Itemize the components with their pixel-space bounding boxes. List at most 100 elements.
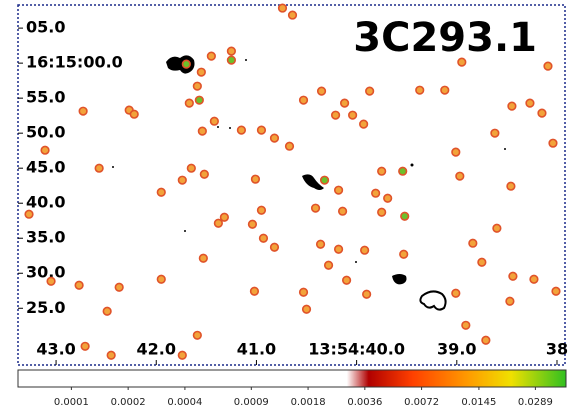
- source-marker: [206, 51, 216, 61]
- y-tick-label: 16:15:00.0: [26, 53, 123, 72]
- source-marker: [508, 271, 518, 281]
- source-marker: [74, 280, 84, 290]
- source-marker: [209, 116, 219, 126]
- x-tick-label: 13:54:40.0: [308, 340, 405, 359]
- colorbar-tick-label: 0.0036: [347, 397, 382, 408]
- source-marker: [24, 209, 34, 219]
- source-marker: [40, 145, 50, 155]
- source-marker: [507, 101, 517, 111]
- y-tick-label: 55.0: [26, 88, 65, 107]
- source-marker: [236, 125, 247, 135]
- source-marker: [342, 275, 352, 285]
- source-marker: [197, 126, 207, 136]
- source-marker: [156, 274, 166, 284]
- source-marker: [537, 108, 547, 118]
- source-marker: [129, 109, 139, 119]
- y-tick-label: 50.0: [26, 123, 65, 142]
- source-marker: [415, 85, 425, 95]
- source-marker: [184, 98, 194, 108]
- source-marker: [269, 133, 280, 143]
- source-marker: [330, 110, 341, 120]
- source-marker: [362, 289, 372, 299]
- source-marker: [256, 125, 267, 135]
- source-marker: [505, 296, 515, 306]
- colorbar-tick-label: 0.0004: [167, 397, 202, 408]
- source-marker: [468, 238, 478, 248]
- colorbar-tick-label: 0.0289: [518, 397, 553, 408]
- source-marker: [194, 95, 204, 105]
- source-marker: [440, 85, 450, 95]
- source-marker: [359, 119, 369, 129]
- source-marker: [337, 206, 348, 216]
- source-marker: [80, 341, 90, 351]
- source-marker: [548, 138, 558, 148]
- source-marker: [400, 211, 410, 221]
- y-tick-label: 30.0: [26, 263, 65, 282]
- source-marker: [269, 242, 280, 252]
- source-marker: [333, 185, 344, 195]
- source-marker: [377, 166, 387, 176]
- source-marker: [301, 304, 312, 314]
- source-marker: [226, 46, 236, 56]
- source-marker: [213, 218, 223, 228]
- source-marker: [315, 239, 326, 249]
- source-marker: [199, 169, 209, 179]
- colorbar-tick-label: 0.0009: [234, 397, 269, 408]
- source-marker: [319, 175, 330, 185]
- source-marker: [177, 175, 187, 185]
- emission-blobs: [112, 55, 506, 311]
- colorbar-tick-label: 0.0145: [461, 397, 496, 408]
- colorbar-tick-label: 0.0001: [54, 397, 89, 408]
- x-tick-label: 38: [546, 340, 568, 359]
- source-marker: [277, 3, 288, 13]
- source-marker: [196, 67, 206, 77]
- source-marker: [529, 274, 539, 284]
- source-marker: [371, 188, 381, 198]
- source-label: 3C293.1: [353, 15, 537, 61]
- source-marker: [451, 288, 461, 298]
- source-marker: [398, 166, 408, 176]
- colorbar-tick-label: 0.0018: [291, 397, 326, 408]
- source-marker: [287, 10, 298, 20]
- source-marker: [192, 330, 202, 340]
- colorbar: [17, 369, 567, 388]
- source-marker: [247, 219, 258, 229]
- source-marker: [219, 212, 229, 222]
- source-marker: [250, 174, 261, 184]
- source-marker: [94, 163, 104, 173]
- source-marker: [177, 350, 187, 360]
- source-marker: [481, 335, 491, 345]
- source-marker: [339, 98, 350, 108]
- source-marker: [46, 276, 56, 286]
- source-marker: [192, 81, 202, 91]
- source-marker: [181, 59, 191, 69]
- source-marker: [457, 57, 467, 67]
- source-marker: [186, 163, 196, 173]
- source-marker: [490, 128, 500, 138]
- x-tick-label: 39.0: [437, 340, 476, 359]
- x-tick-label: 42.0: [137, 340, 176, 359]
- source-marker: [323, 260, 334, 270]
- source-marker: [365, 86, 375, 96]
- source-marker: [451, 147, 461, 157]
- source-marker: [114, 282, 124, 292]
- source-marker: [249, 286, 260, 296]
- source-marker: [298, 95, 309, 105]
- source-marker: [106, 350, 116, 360]
- y-tick-label: 45.0: [26, 158, 65, 177]
- source-marker: [477, 257, 487, 267]
- y-tick-label: 05.0: [26, 18, 65, 37]
- image-frame: [17, 4, 566, 366]
- source-marker: [258, 233, 269, 243]
- colorbar-tick-label: 0.0002: [111, 397, 146, 408]
- y-tick-label: 25.0: [26, 298, 65, 317]
- source-marker: [298, 287, 309, 297]
- source-marker: [360, 245, 370, 255]
- source-marker: [78, 106, 88, 116]
- source-marker: [399, 249, 409, 259]
- source-marker: [543, 61, 553, 71]
- x-tick-label: 43.0: [36, 340, 75, 359]
- source-marker: [156, 187, 166, 197]
- source-marker: [506, 181, 516, 191]
